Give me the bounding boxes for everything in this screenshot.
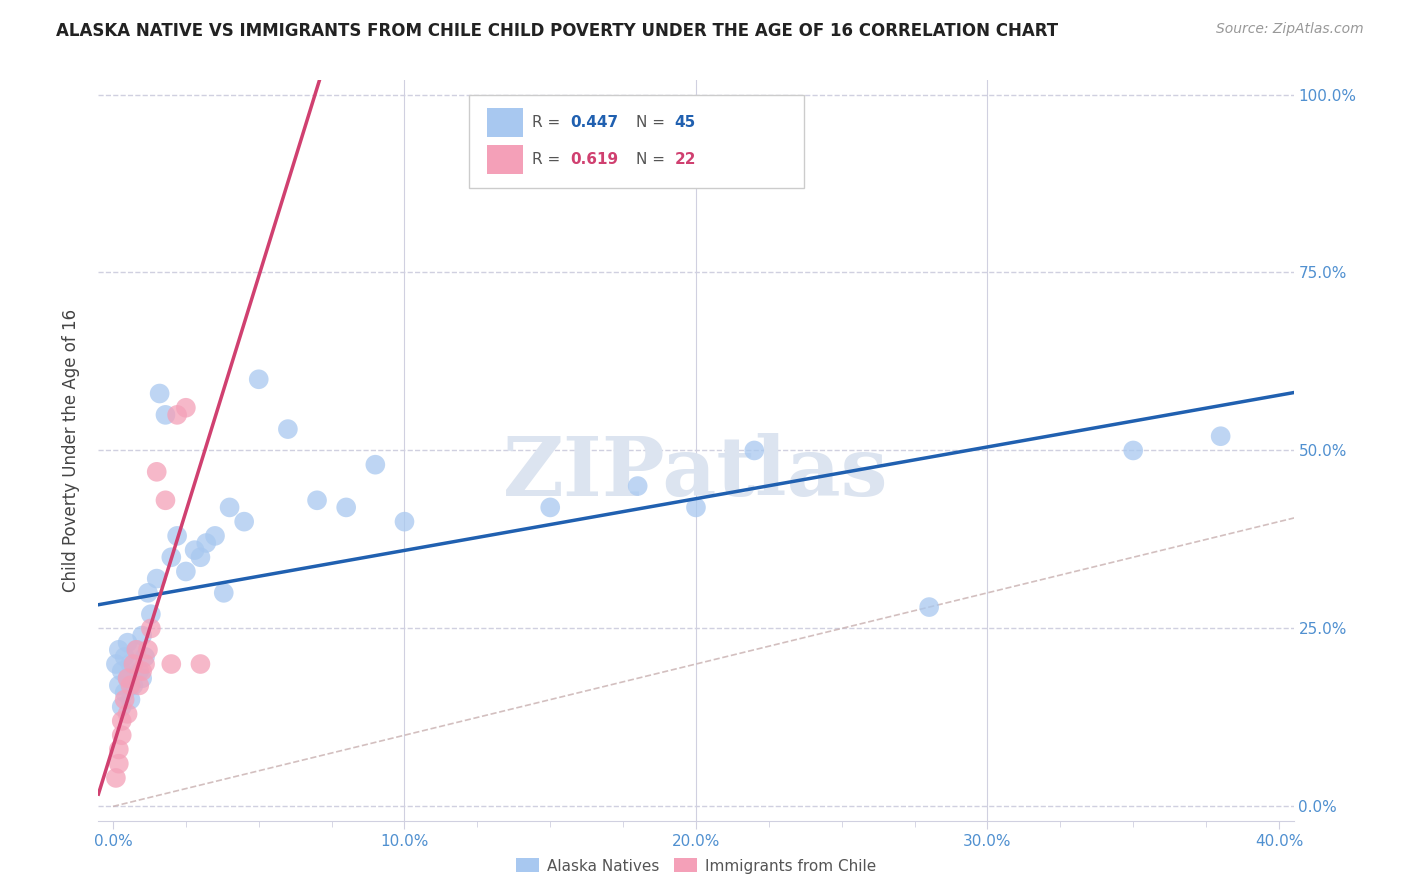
Point (131, 664, 153, 678)
FancyBboxPatch shape (486, 145, 523, 174)
Point (128, 664, 150, 678)
Point (125, 642, 148, 657)
Point (742, 443, 765, 458)
FancyBboxPatch shape (470, 95, 804, 187)
Point (139, 607, 162, 622)
Point (108, 756, 131, 771)
Point (212, 586, 235, 600)
Legend: Alaska Natives, Immigrants from Chile: Alaska Natives, Immigrants from Chile (510, 853, 882, 880)
Point (190, 550, 212, 565)
Point (149, 386, 172, 401)
Point (335, 500, 357, 515)
Point (155, 493, 177, 508)
Point (117, 635, 139, 649)
Point (117, 706, 139, 721)
Point (145, 572, 167, 586)
Point (114, 649, 136, 664)
Point (104, 771, 127, 785)
Text: 0.619: 0.619 (571, 152, 619, 167)
Point (120, 657, 142, 671)
Text: ZIPatlas: ZIPatlas (503, 433, 889, 513)
Point (364, 458, 387, 472)
Point (183, 543, 205, 558)
Point (134, 657, 156, 671)
Point (114, 685, 136, 699)
Point (174, 401, 197, 415)
Text: N =: N = (637, 115, 671, 130)
Point (120, 692, 142, 706)
Text: ALASKA NATIVE VS IMMIGRANTS FROM CHILE CHILD POVERTY UNDER THE AGE OF 16 CORRELA: ALASKA NATIVE VS IMMIGRANTS FROM CHILE C… (56, 22, 1059, 40)
Point (111, 664, 134, 678)
Point (394, 515, 416, 529)
Point (627, 479, 650, 493)
Point (111, 699, 134, 714)
Point (108, 678, 131, 692)
Point (139, 622, 162, 636)
Point (104, 657, 127, 671)
Point (218, 500, 240, 515)
Point (233, 515, 256, 529)
Point (114, 692, 136, 706)
Point (160, 657, 183, 671)
Point (155, 408, 177, 422)
Text: 0.447: 0.447 (571, 115, 619, 130)
Point (538, 500, 561, 515)
Point (120, 678, 142, 692)
Point (134, 649, 156, 664)
Point (131, 629, 153, 643)
Text: R =: R = (533, 152, 565, 167)
Point (166, 408, 188, 422)
Point (166, 529, 188, 543)
Y-axis label: Child Poverty Under the Age of 16: Child Poverty Under the Age of 16 (62, 309, 80, 592)
Point (111, 714, 134, 728)
Text: 22: 22 (675, 152, 696, 167)
Point (247, 372, 270, 386)
Point (190, 657, 212, 671)
Point (108, 642, 131, 657)
FancyBboxPatch shape (486, 108, 523, 137)
Text: N =: N = (637, 152, 671, 167)
Point (918, 600, 941, 615)
Point (277, 422, 299, 436)
Point (117, 671, 139, 685)
Point (122, 657, 145, 671)
Text: Source: ZipAtlas.com: Source: ZipAtlas.com (1216, 22, 1364, 37)
Point (305, 493, 328, 508)
Point (122, 678, 145, 692)
Point (131, 671, 153, 685)
Point (128, 678, 150, 692)
Text: R =: R = (533, 115, 565, 130)
Point (125, 642, 148, 657)
Point (195, 536, 218, 550)
Point (111, 728, 134, 742)
Point (685, 500, 707, 515)
Point (1122, 443, 1144, 458)
Point (1209, 429, 1232, 443)
Point (108, 742, 131, 756)
Point (117, 671, 139, 685)
Point (174, 565, 197, 579)
Point (145, 465, 167, 479)
Point (136, 586, 159, 600)
Text: 45: 45 (675, 115, 696, 130)
Point (160, 550, 183, 565)
Point (204, 529, 226, 543)
Point (136, 642, 159, 657)
